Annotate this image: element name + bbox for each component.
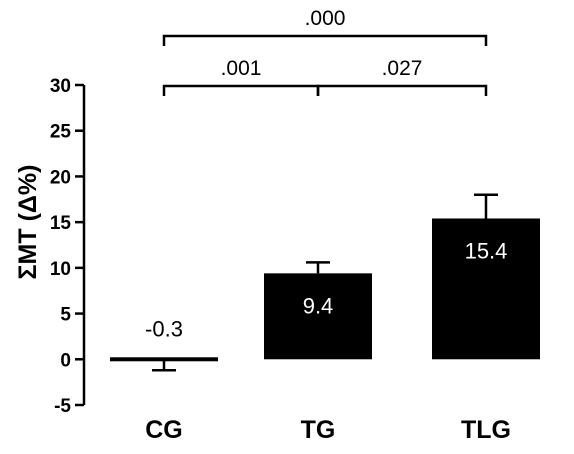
x-category-label: CG — [145, 416, 183, 444]
significance-bracket — [316, 84, 488, 96]
y-axis-title: ΣMT (Δ%) — [14, 165, 42, 280]
y-tick-label: -5 — [54, 396, 71, 417]
bars: -0.3 CG 9.4 TG 15.4 TLG — [110, 193, 540, 444]
y-tick-label: 15 — [50, 213, 72, 234]
x-category-label: TLG — [461, 416, 511, 444]
y-tick-label: 20 — [50, 167, 71, 188]
y-tick-label: 25 — [50, 122, 72, 143]
y-tick-label: 5 — [60, 305, 71, 326]
p-value-label: .000 — [305, 7, 346, 30]
bar-tlg — [432, 218, 540, 360]
significance-bracket — [162, 84, 320, 96]
y-tick-label: 10 — [50, 259, 71, 280]
significance-brackets: .001 .027 .000 — [162, 7, 488, 96]
axes: -5 0 5 10 15 20 25 30 — [50, 76, 86, 417]
bar-tg — [264, 273, 372, 360]
y-tick-label: 0 — [60, 350, 71, 371]
p-value-label: .027 — [382, 57, 423, 80]
p-value-label: .001 — [221, 57, 262, 80]
value-label: -0.3 — [145, 316, 183, 341]
significance-bracket — [162, 34, 488, 46]
value-label: 9.4 — [303, 293, 334, 318]
x-category-label: TG — [301, 416, 336, 444]
value-label: 15.4 — [465, 238, 508, 263]
y-tick-label: 30 — [50, 76, 71, 97]
